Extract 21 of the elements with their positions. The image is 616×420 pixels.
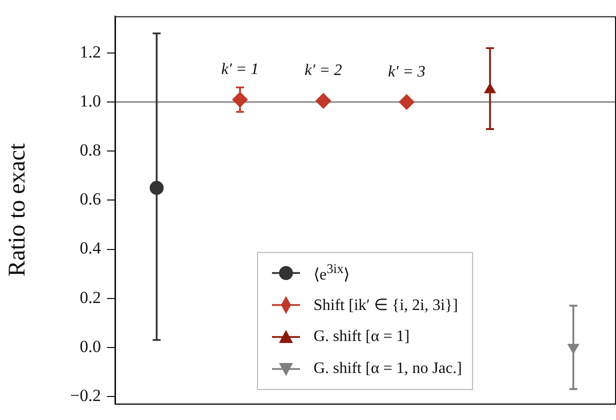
y-tick-label: 0.0 — [80, 336, 101, 356]
annotation: k′ = 1 — [221, 60, 259, 78]
legend-label: ⟨e$^{3ix}$⟩ — [314, 261, 350, 284]
y-tick-label: 0.2 — [80, 288, 101, 307]
point — [567, 344, 580, 354]
legend-label: G. shift [α = 1, no Jac.] — [314, 360, 462, 378]
legend-label: G. shift [α = 1] — [314, 328, 410, 346]
point — [150, 180, 164, 195]
y-axis-title: Ratio to exact — [4, 143, 31, 277]
annotation: k′ = 2 — [304, 62, 342, 80]
legend-label: Shift [ik′ ∈ {i, 2i, 3i}] — [314, 296, 458, 315]
y-tick-label: 0.8 — [80, 140, 101, 160]
point — [315, 92, 332, 109]
point — [398, 94, 415, 110]
y-tick-label: 0.4 — [80, 238, 102, 258]
annotation: k′ = 3 — [388, 63, 426, 80]
y-tick-label: 1.2 — [80, 42, 101, 62]
y-tick-label: −0.2 — [70, 386, 101, 405]
point — [232, 92, 248, 108]
y-tick-label: 0.6 — [80, 190, 101, 209]
y-tick-label: 1.0 — [80, 92, 101, 111]
